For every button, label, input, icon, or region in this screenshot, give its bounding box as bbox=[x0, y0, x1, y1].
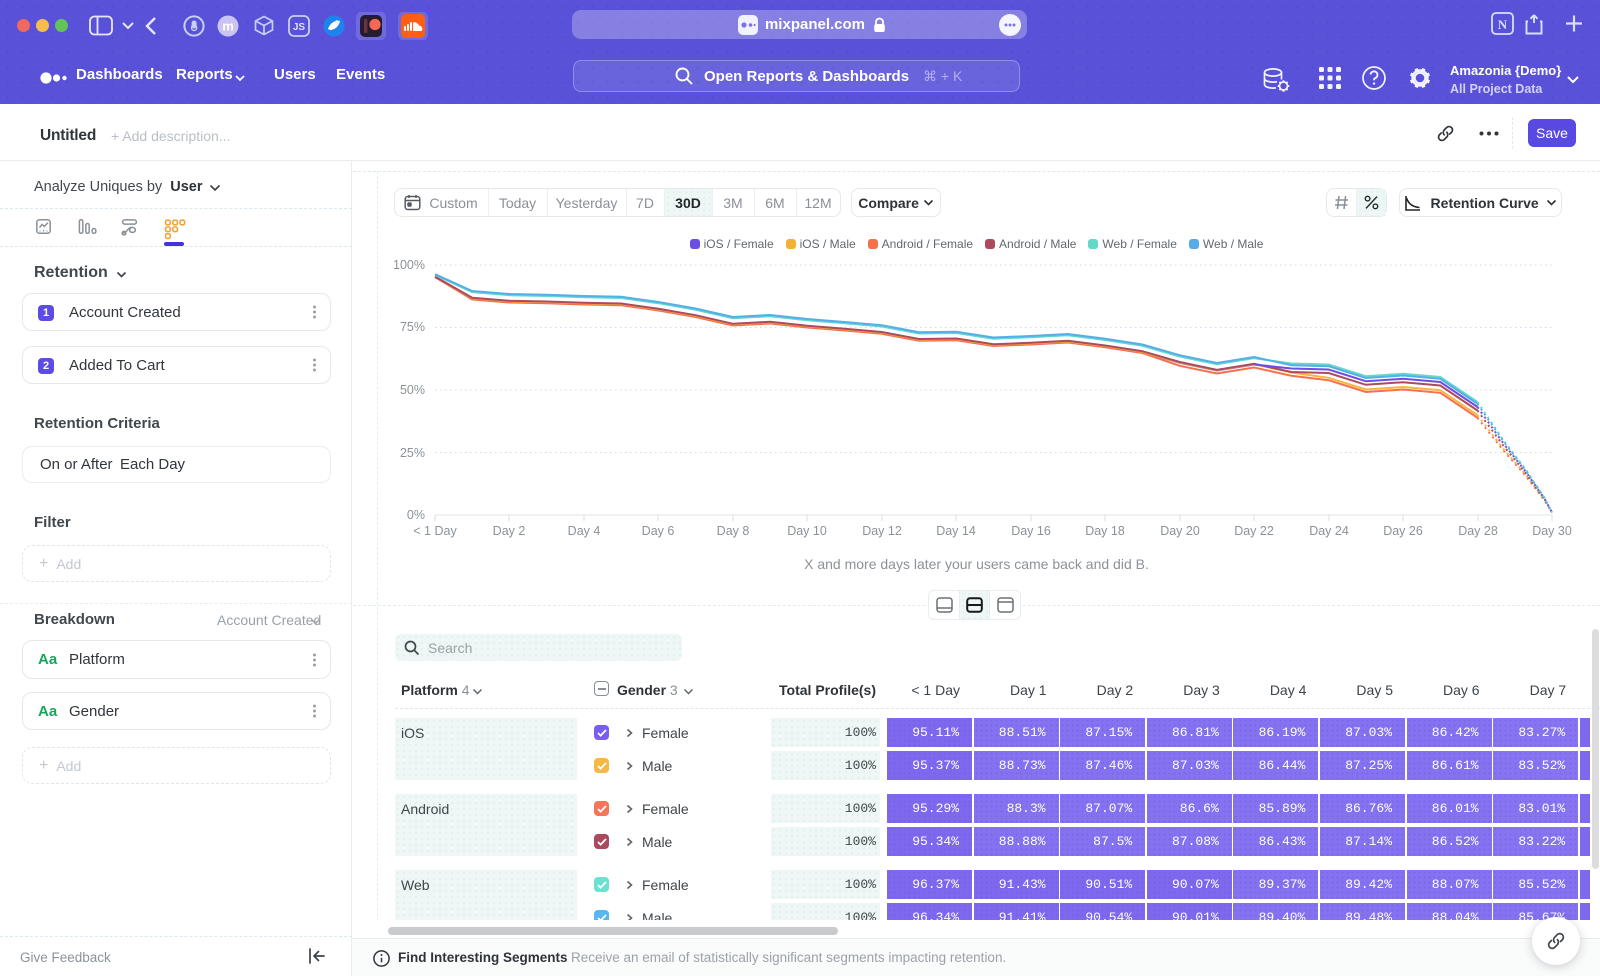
svg-text:Day 30: Day 30 bbox=[1532, 524, 1572, 538]
svg-text:< 1 Day: < 1 Day bbox=[413, 524, 457, 538]
svg-text:Day 20: Day 20 bbox=[1160, 524, 1200, 538]
svg-text:Day 2: Day 2 bbox=[493, 524, 526, 538]
svg-text:0%: 0% bbox=[407, 508, 425, 522]
svg-text:Day 16: Day 16 bbox=[1011, 524, 1051, 538]
svg-text:Day 12: Day 12 bbox=[862, 524, 902, 538]
svg-text:m: m bbox=[222, 19, 234, 34]
svg-text:Day 8: Day 8 bbox=[717, 524, 750, 538]
svg-text:Day 22: Day 22 bbox=[1234, 524, 1274, 538]
svg-text:Day 4: Day 4 bbox=[568, 524, 601, 538]
svg-text:25%: 25% bbox=[400, 446, 425, 460]
svg-text:Day 10: Day 10 bbox=[787, 524, 827, 538]
svg-text:100%: 100% bbox=[393, 258, 425, 272]
svg-text:JS: JS bbox=[293, 22, 306, 33]
svg-text:75%: 75% bbox=[400, 320, 425, 334]
svg-text:Day 24: Day 24 bbox=[1309, 524, 1349, 538]
svg-text:Day 14: Day 14 bbox=[936, 524, 976, 538]
svg-text:Day 6: Day 6 bbox=[642, 524, 675, 538]
svg-text:50%: 50% bbox=[400, 383, 425, 397]
svg-text:N: N bbox=[1498, 17, 1508, 32]
svg-text:Day 28: Day 28 bbox=[1458, 524, 1498, 538]
svg-text:Day 18: Day 18 bbox=[1085, 524, 1125, 538]
svg-text:Day 26: Day 26 bbox=[1383, 524, 1423, 538]
